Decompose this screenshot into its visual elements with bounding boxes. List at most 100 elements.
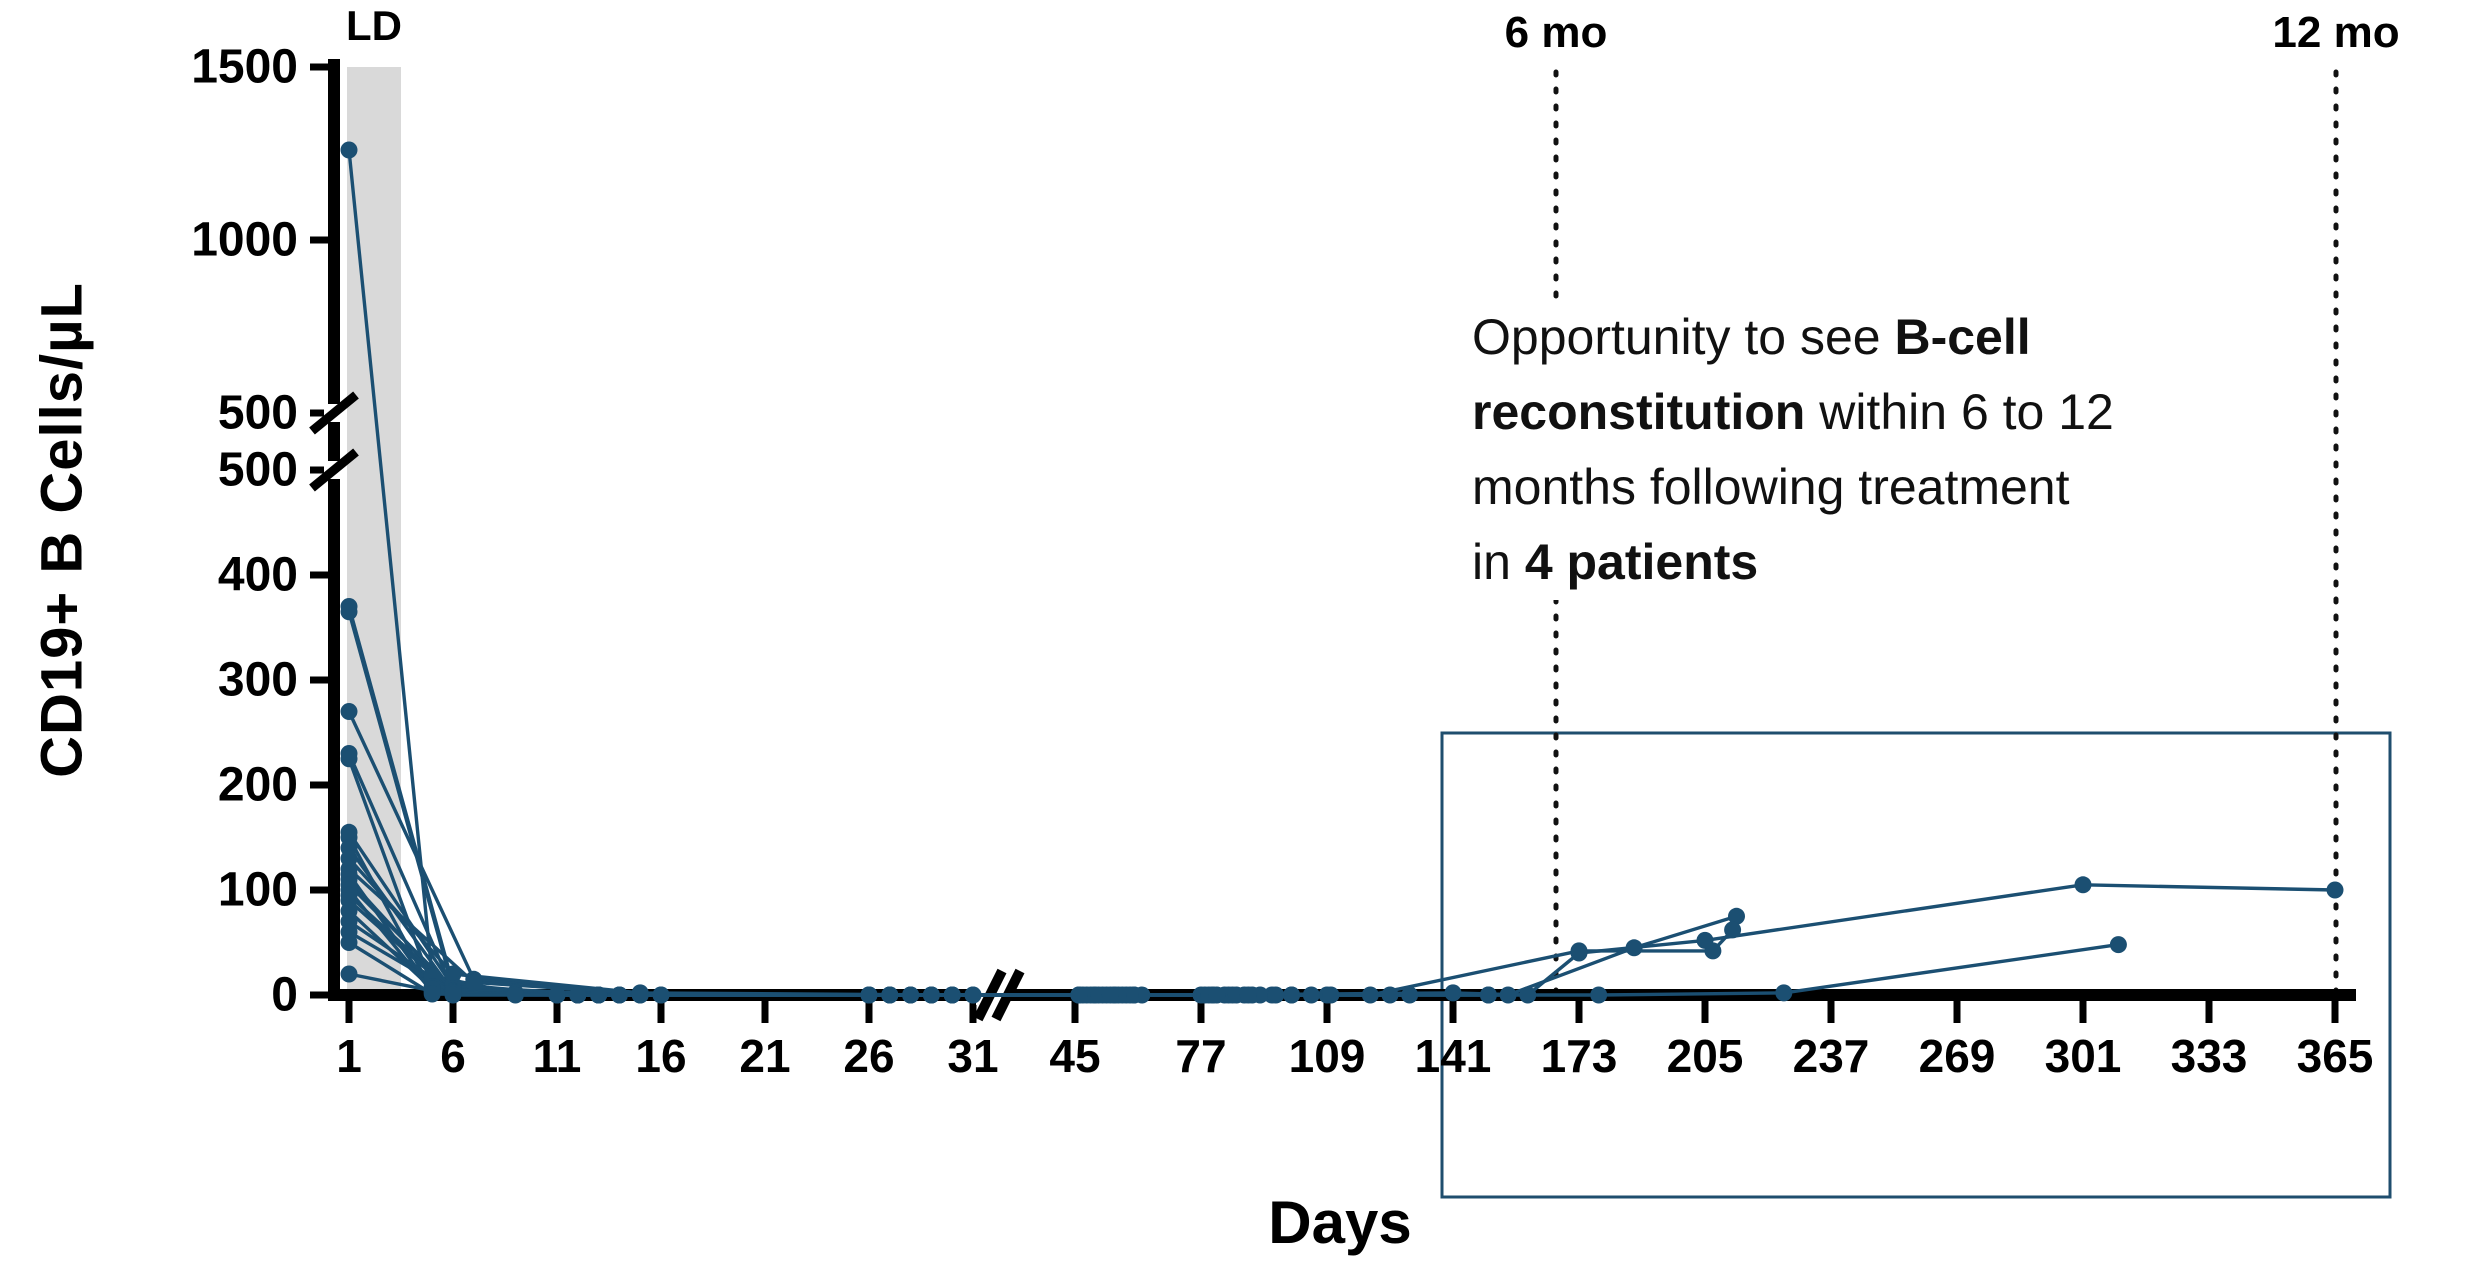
reconstitution-note: Opportunity to see B-cell reconstitution … <box>1472 300 2312 600</box>
data-point <box>340 141 358 159</box>
data-point <box>1283 986 1301 1004</box>
data-point <box>943 986 961 1004</box>
data-point <box>860 986 878 1004</box>
data-point <box>902 986 920 1004</box>
data-point <box>1775 984 1793 1002</box>
data-point <box>1070 986 1088 1004</box>
data-point <box>1227 986 1245 1004</box>
data-point <box>1322 986 1340 1004</box>
x-tick-labels: 1 6 11 16 21 26 31 45 77 109 141 173 205 237 269 301 333… <box>336 1001 2373 1082</box>
x-tick-label: 1 <box>336 1030 362 1082</box>
x-tick-label: 6 <box>440 1030 466 1082</box>
y-tick-label: 500 <box>218 444 298 497</box>
data-point <box>1570 944 1588 962</box>
data-point <box>444 965 462 983</box>
data-point <box>1590 986 1608 1004</box>
data-point <box>590 986 608 1004</box>
data-point <box>465 973 483 991</box>
data-point <box>1724 921 1742 939</box>
x-tick-label: 31 <box>947 1030 998 1082</box>
data-point <box>2109 936 2127 954</box>
series-line-patient-10 <box>347 857 1312 997</box>
y-tick-label: 200 <box>218 759 298 812</box>
x-tick-label: 141 <box>1415 1030 1492 1082</box>
y-tick-label: 300 <box>218 654 298 707</box>
data-point <box>444 986 462 1004</box>
note-line: in 4 patients <box>1472 534 1759 590</box>
x-tick-label: 173 <box>1541 1030 1618 1082</box>
data-point <box>1728 907 1745 925</box>
note-line: reconstitution within 6 to 12 <box>1472 384 2114 440</box>
x-tick-label: 365 <box>2297 1030 2374 1082</box>
series-line-patient-11 <box>347 867 1489 997</box>
y-tick-label: 100 <box>218 864 298 917</box>
data-point <box>1133 986 1151 1004</box>
y-tick-label: 0 <box>271 969 298 1022</box>
note-line: Opportunity to see B-cell <box>1472 309 2031 365</box>
data-point <box>340 965 358 983</box>
series-line-patient-7 <box>347 831 2119 997</box>
x-tick-label: 109 <box>1289 1030 1366 1082</box>
data-point <box>2326 881 2344 899</box>
ld-band-label: LD <box>346 2 402 49</box>
data-point <box>1444 984 1462 1002</box>
series-line-patient-5 <box>347 752 2336 997</box>
data-point <box>610 986 628 1004</box>
series-line-patient-1 <box>347 149 1213 997</box>
data-point <box>340 603 358 621</box>
y-axis-break <box>309 391 359 492</box>
data-point <box>1696 931 1714 949</box>
data-point <box>1381 986 1399 1004</box>
data-point <box>340 934 358 951</box>
data-point <box>340 703 358 720</box>
x-tick-label: 237 <box>1793 1030 1870 1082</box>
data-point <box>2074 876 2092 894</box>
note-line: months following treatment <box>1472 459 2070 515</box>
data-point <box>964 986 982 1004</box>
series-line-patient-2 <box>347 606 1737 997</box>
data-point <box>1479 986 1497 1004</box>
y-tick-label: 500 <box>218 387 298 440</box>
y-tick-label: 400 <box>218 549 298 602</box>
data-points <box>340 141 2344 1004</box>
data-point <box>922 986 940 1004</box>
series-line-patient-3 <box>347 611 1292 997</box>
x-tick-label: 301 <box>2045 1030 2122 1082</box>
data-point <box>1121 986 1139 1004</box>
data-point <box>1361 986 1379 1004</box>
y-tick-label: 1500 <box>191 41 298 94</box>
data-point <box>631 986 649 1004</box>
x-tick-label: 333 <box>2171 1030 2248 1082</box>
data-point <box>340 750 358 768</box>
data-point <box>1519 986 1537 1004</box>
data-point <box>423 985 441 1003</box>
series-line-patient-9 <box>347 847 1272 997</box>
data-point <box>652 986 670 1004</box>
series-line-patient-4 <box>347 710 1734 997</box>
series-line-patient-8 <box>347 836 1390 997</box>
twelve-month-label: 12 mo <box>2272 8 2400 57</box>
data-point <box>548 986 566 1004</box>
data-point <box>1208 986 1226 1004</box>
highlight-box <box>1440 731 2392 1199</box>
data-point <box>569 986 587 1004</box>
x-tick-label: 77 <box>1175 1030 1226 1082</box>
data-point <box>881 986 899 1004</box>
data-point <box>1302 986 1320 1004</box>
x-tick-label: 11 <box>533 1030 582 1082</box>
data-point <box>1401 986 1419 1004</box>
data-point <box>1625 939 1643 957</box>
data-point <box>1239 986 1257 1004</box>
x-tick-label: 45 <box>1049 1030 1100 1082</box>
y-axis-title: CD19+ B Cells/µL <box>29 282 95 778</box>
y-tick-label: 1000 <box>191 214 298 267</box>
data-point <box>1267 986 1285 1004</box>
data-point <box>1090 986 1108 1004</box>
x-tick-label: 21 <box>739 1030 790 1082</box>
x-tick-label: 16 <box>635 1030 686 1082</box>
x-tick-label: 205 <box>1667 1030 1744 1082</box>
x-axis-title: Days <box>1268 1189 1412 1256</box>
